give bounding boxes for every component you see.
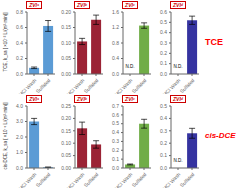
- svg-text:0.5: 0.5: [160, 19, 167, 25]
- html-text:ZVIᶜ: ZVIᶜ: [125, 2, 135, 8]
- svg-text:0.05: 0.05: [61, 55, 71, 61]
- svg-text:0.3: 0.3: [112, 138, 119, 144]
- svg-text:0.20: 0.20: [61, 9, 71, 15]
- svg-text:N.D.: N.D.: [126, 64, 135, 69]
- svg-text:1.6: 1.6: [112, 9, 119, 15]
- html-text:ZVIᵇ: ZVIᵇ: [77, 96, 87, 102]
- svg-text:0.6: 0.6: [112, 112, 119, 118]
- svg-text:Sulfided: Sulfided: [35, 171, 52, 188]
- svg-text:0.5: 0.5: [112, 120, 119, 126]
- svg-text:0.3: 0.3: [160, 128, 167, 134]
- svg-text:0.6: 0.6: [16, 24, 23, 30]
- svg-text:0.8: 0.8: [112, 40, 119, 46]
- svg-text:0.0: 0.0: [160, 165, 167, 171]
- svg-text:0.4: 0.4: [112, 55, 119, 61]
- svg-text:0.2: 0.2: [160, 50, 167, 56]
- svg-text:0.15: 0.15: [61, 24, 71, 30]
- svg-text:0.4: 0.4: [112, 129, 119, 135]
- html-text:ZVIᶜ: ZVIᶜ: [125, 96, 135, 102]
- svg-text:Sulfided: Sulfided: [131, 77, 148, 94]
- html-text:ZVIᵃ: ZVIᵃ: [29, 96, 39, 102]
- svg-text:0.3: 0.3: [160, 40, 167, 46]
- svg-text:0.2: 0.2: [160, 140, 167, 146]
- svg-text:0.0: 0.0: [112, 165, 119, 171]
- html-text:cis-DCE: cis-DCE: [205, 131, 236, 140]
- svg-text:0.25: 0.25: [61, 103, 71, 109]
- svg-text:0.20: 0.20: [61, 115, 71, 121]
- svg-text:N.D.: N.D.: [174, 64, 183, 69]
- svg-text:0.4: 0.4: [16, 40, 23, 46]
- svg-text:Sulfided: Sulfided: [179, 77, 196, 94]
- svg-text:2.0: 2.0: [16, 134, 23, 140]
- svg-text:1.2: 1.2: [112, 24, 119, 30]
- svg-text:N.D.: N.D.: [174, 158, 183, 163]
- html-text:TCE, k_sa [ ×10⁻² L/(m²·min)]: TCE, k_sa [ ×10⁻² L/(m²·min)]: [3, 12, 8, 72]
- svg-text:3.0: 3.0: [16, 118, 23, 124]
- html-text:ZVIᵇ: ZVIᵇ: [77, 2, 87, 8]
- html-text:ZVIᵃ: ZVIᵃ: [29, 2, 39, 8]
- svg-text:0.4: 0.4: [160, 29, 167, 35]
- svg-text:0.5: 0.5: [160, 103, 167, 109]
- svg-text:0.0: 0.0: [16, 165, 23, 171]
- svg-text:Sulfided: Sulfided: [131, 171, 148, 188]
- html-text:ZVIᵈ: ZVIᵈ: [173, 2, 183, 8]
- svg-text:1.0: 1.0: [16, 149, 23, 155]
- html-text:ZVIᵈ: ZVIᵈ: [173, 96, 183, 102]
- svg-text:0.2: 0.2: [16, 55, 23, 61]
- svg-text:4.0: 4.0: [16, 103, 23, 109]
- svg-text:0.6: 0.6: [160, 9, 167, 15]
- svg-text:0.10: 0.10: [61, 40, 71, 46]
- svg-text:0.1: 0.1: [112, 156, 119, 162]
- svg-text:0.4: 0.4: [160, 115, 167, 121]
- svg-text:0.1: 0.1: [160, 152, 167, 158]
- svg-text:0.7: 0.7: [112, 103, 119, 109]
- svg-text:0.05: 0.05: [61, 152, 71, 158]
- svg-text:0.0: 0.0: [112, 71, 119, 77]
- svg-text:0.15: 0.15: [61, 128, 71, 134]
- html-text:cis-DCE, k_sa [ ×10⁻⁵ L/(m²·mi: cis-DCE, k_sa [ ×10⁻⁵ L/(m²·min)]: [3, 102, 8, 170]
- svg-text:0.00: 0.00: [61, 71, 71, 77]
- html-text:TCE: TCE: [205, 37, 223, 47]
- svg-text:0.0: 0.0: [16, 71, 23, 77]
- svg-text:Sulfided: Sulfided: [83, 171, 100, 188]
- svg-text:0.2: 0.2: [112, 147, 119, 153]
- svg-text:0.00: 0.00: [61, 165, 71, 171]
- svg-text:0.10: 0.10: [61, 140, 71, 146]
- svg-text:0.8: 0.8: [16, 9, 23, 15]
- svg-text:Sulfided: Sulfided: [179, 171, 196, 188]
- svg-text:0.1: 0.1: [160, 60, 167, 66]
- svg-text:0.0: 0.0: [160, 71, 167, 77]
- svg-text:Sulfided: Sulfided: [83, 77, 100, 94]
- svg-text:Sulfided: Sulfided: [35, 77, 52, 94]
